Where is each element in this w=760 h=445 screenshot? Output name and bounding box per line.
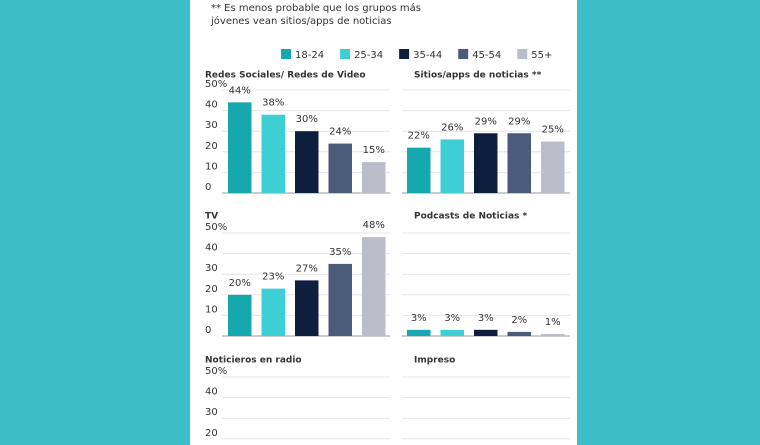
panel-title: Redes Sociales/ Redes de Video (205, 71, 366, 81)
y-tick-label: 50% (205, 222, 227, 233)
note: jóvenes vean sitios/apps de noticias (210, 15, 392, 27)
legend-swatch (458, 49, 469, 59)
value-label: 29% (475, 116, 497, 127)
bar (474, 133, 498, 193)
y-tick-label: 20 (205, 141, 218, 152)
card (190, 0, 577, 445)
legend-swatch (340, 49, 351, 59)
bar (228, 294, 252, 336)
panel-title: TV (205, 212, 218, 222)
bar (440, 139, 464, 193)
value-label: 22% (408, 131, 430, 142)
y-tick-label: 40 (205, 243, 218, 254)
legend-label: 55+ (531, 50, 552, 61)
bar (261, 288, 285, 336)
value-label: 3% (411, 313, 427, 324)
legend-label: 45-54 (472, 50, 501, 61)
value-label: 44% (229, 85, 251, 96)
value-label: 3% (478, 313, 494, 324)
bar (295, 280, 319, 336)
legend-swatch (517, 49, 528, 59)
y-tick-label: 30 (205, 263, 218, 274)
value-label: 24% (329, 127, 351, 138)
bar (328, 263, 352, 336)
legend-swatch (399, 49, 410, 59)
value-label: 48% (363, 220, 385, 231)
bar (541, 333, 565, 336)
y-tick-label: 30 (205, 407, 218, 418)
legend-label: 18-24 (295, 50, 324, 61)
value-label: 26% (441, 122, 463, 133)
y-tick-label: 20 (205, 428, 218, 439)
y-tick-label: 10 (205, 304, 218, 315)
panel-title: Sitios/apps de noticias ** (414, 71, 542, 81)
legend-swatch (281, 49, 291, 59)
value-label: 2% (511, 315, 527, 326)
bar (295, 131, 319, 193)
bar (507, 133, 531, 193)
y-tick-label: 40 (205, 387, 218, 398)
bar (541, 141, 565, 193)
panel-title: Impreso (414, 356, 455, 366)
y-tick-label: 20 (205, 284, 218, 295)
value-label: 29% (508, 116, 530, 127)
value-label: 30% (296, 114, 318, 125)
legend-label: 35-44 (413, 50, 442, 61)
value-label: 27% (296, 263, 318, 274)
bar (362, 237, 386, 336)
bar (362, 162, 386, 193)
bar (440, 329, 464, 336)
value-label: 15% (363, 145, 385, 156)
y-tick-label: 30 (205, 120, 218, 131)
y-tick-label: 50% (205, 366, 227, 377)
bar (407, 147, 431, 193)
y-tick-label: 0 (205, 182, 211, 193)
bar (228, 102, 252, 193)
bar (474, 329, 498, 336)
value-label: 20% (229, 278, 251, 289)
panel-title: Noticieros en radio (205, 356, 302, 366)
y-tick-label: 10 (205, 161, 218, 172)
value-label: 25% (542, 125, 564, 136)
bar (507, 331, 531, 336)
value-label: 3% (444, 313, 460, 324)
note: ** Es menos probable que los grupos más (211, 2, 421, 14)
bar (261, 114, 285, 193)
legend-label: 25-34 (354, 50, 383, 61)
bar (407, 329, 431, 336)
value-label: 38% (262, 98, 284, 109)
y-tick-label: 40 (205, 100, 218, 111)
bar (328, 143, 352, 193)
value-label: 35% (329, 247, 351, 258)
value-label: 23% (262, 272, 284, 283)
y-tick-label: 50% (205, 79, 227, 90)
value-label: 1% (545, 317, 561, 328)
y-tick-label: 0 (205, 325, 211, 336)
panel-title: Podcasts de Noticias * (414, 212, 528, 222)
